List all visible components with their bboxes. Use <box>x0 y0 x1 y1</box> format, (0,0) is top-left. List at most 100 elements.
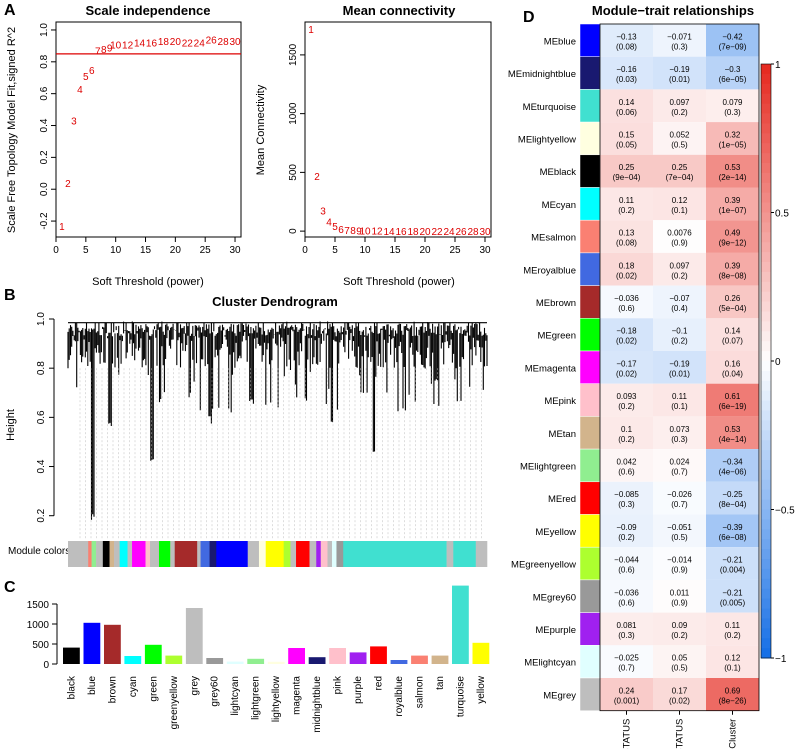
scale-independence-title: Scale independence <box>86 3 211 18</box>
bar-category-label: blue <box>87 676 98 695</box>
colorbar-segment <box>761 281 771 293</box>
module-color-segment <box>336 541 344 567</box>
heatmap-cell-value: 0.53 <box>725 425 741 434</box>
bar-category-label: purple <box>353 676 364 704</box>
heatmap-cell-value: −0.044 <box>614 556 639 565</box>
colorbar-segment <box>761 182 771 194</box>
heatmap-cell-pvalue: (0.7) <box>618 664 635 673</box>
module-size-bar <box>267 661 285 664</box>
scale-independence-ylabel: Scale Free Topology Model Fit,signed R^2 <box>6 27 18 233</box>
heatmap-cell-pvalue: (8e−08) <box>719 271 747 280</box>
dendrogram-ytick-label: 1.0 <box>36 312 47 326</box>
module-color-swatch <box>579 252 601 286</box>
colorbar-segment <box>761 529 771 540</box>
heatmap-cell-value: 0.17 <box>672 686 688 695</box>
scale-independence-point: 30 <box>229 37 241 48</box>
heatmap-cell-pvalue: (5e−04) <box>719 304 747 313</box>
heatmap-row-label: MEbrown <box>536 298 576 309</box>
module-size-bar <box>226 661 244 664</box>
heatmap-cell <box>706 449 759 482</box>
colorbar-segment <box>761 172 771 184</box>
heatmap-cell-pvalue: (1e−07) <box>719 206 747 215</box>
module-size-bar <box>452 585 469 664</box>
mean-connectivity-point: 22 <box>431 227 443 238</box>
heatmap-cell-value: 0.24 <box>619 686 635 695</box>
mean-connectivity-frame <box>304 21 492 238</box>
mean-connectivity-xtick-label: 25 <box>449 245 461 256</box>
colorbar-segment <box>761 598 771 609</box>
module-color-segment <box>68 541 89 567</box>
colorbar-segment <box>761 351 771 362</box>
colorbar-segment <box>761 479 771 491</box>
heatmap-cell-value: −0.036 <box>614 588 639 597</box>
heatmap-cell <box>706 220 759 253</box>
scale-independence-xtick-label: 10 <box>110 245 122 256</box>
mean-connectivity-point: 30 <box>479 227 491 238</box>
module-size-bar <box>288 648 305 664</box>
scale-independence-frame <box>55 21 242 238</box>
module-color-swatch <box>579 89 601 123</box>
colorbar-segment <box>761 400 771 411</box>
mean-connectivity-xlabel: Soft Threshold (power) <box>343 276 455 288</box>
module-color-swatch <box>579 612 601 646</box>
dendrogram-ytick-label: 0.4 <box>36 459 47 473</box>
panel-label-c: C <box>4 579 16 596</box>
heatmap-cell-value: −0.025 <box>614 654 639 663</box>
module-color-segment <box>327 541 333 567</box>
heatmap-cell <box>653 416 706 450</box>
module-size-bar <box>144 644 162 664</box>
heatmap-cell-value: 0.61 <box>725 392 741 401</box>
scale-independence-ytick-label: 0.8 <box>39 54 50 68</box>
heatmap-row-label: MEgreen <box>537 331 576 342</box>
module-size-barplot: 0 500 1000 1500 black blue brown cyan green gree… <box>27 585 490 733</box>
scale-independence-ytick-label: -0.2 <box>39 212 50 230</box>
heatmap-cell-value: −0.09 <box>616 523 637 532</box>
scale-independence-ytick-label: 1.0 <box>39 23 50 37</box>
scale-independence-ytick-label: 0.0 <box>39 182 50 196</box>
colorbar-segment <box>761 410 771 421</box>
scale-independence-point: 1 <box>59 222 65 233</box>
heatmap-column-label: PFS_STATUS <box>675 719 686 749</box>
bar-category-label: yellow <box>476 675 487 704</box>
colorbar-segment <box>761 578 771 590</box>
heatmap-cell-pvalue: (0.6) <box>618 467 635 476</box>
heatmap-cell-value: 0.1 <box>621 425 633 434</box>
bar-category-label: green <box>148 676 159 702</box>
heatmap-cell <box>653 579 706 613</box>
heatmap-cell-value: −0.21 <box>722 556 743 565</box>
scale-independence-ytick-label: 0.6 <box>39 86 50 100</box>
module-colors-label: Module colors <box>8 546 70 557</box>
heatmap-cell-pvalue: (0.6) <box>618 566 635 575</box>
scale-independence-point: 8 <box>101 45 107 56</box>
module-color-segment <box>88 541 92 567</box>
module-size-bar <box>124 656 142 664</box>
heatmap-cell-pvalue: (0.3) <box>671 435 688 444</box>
mean-connectivity-point: 20 <box>419 227 431 238</box>
mean-connectivity-xtick-label: 20 <box>419 245 431 256</box>
dendrogram-branches <box>67 321 488 520</box>
colorbar-segment <box>761 390 771 402</box>
scale-independence-point: 24 <box>194 39 206 50</box>
heatmap-row-label: MEyellow <box>535 527 576 538</box>
heatmap-row-label: MEmidnightblue <box>508 69 576 80</box>
module-color-swatch <box>579 219 601 254</box>
colorbar-segment <box>761 638 771 649</box>
heatmap-cell-pvalue: (4e−06) <box>719 467 747 476</box>
module-color-segment <box>316 541 322 567</box>
bar-category-label: greenyellow <box>169 675 180 729</box>
heatmap-cell <box>600 154 653 188</box>
module-color-swatch <box>579 285 601 319</box>
mean-connectivity-ytick-label: 1000 <box>288 102 299 125</box>
heatmap-cell-pvalue: (1e−05) <box>719 140 747 149</box>
heatmap-row-label: MEgrey60 <box>533 592 576 603</box>
heatmap-row-label: MElightyellow <box>518 134 576 145</box>
heatmap-cell-value: 0.14 <box>619 98 635 107</box>
heatmap-cell <box>706 416 759 450</box>
cluster-dendrogram-plot: Cluster Dendrogram Height 0.2 0.4 0.6 0.8 1.… <box>5 294 488 567</box>
bar-ytick-label: 1000 <box>27 620 50 631</box>
heatmap-cell-value: −0.13 <box>616 32 637 41</box>
module-color-segment <box>174 541 198 567</box>
bar-category-label: black <box>66 675 77 699</box>
heatmap-cell-value: −0.085 <box>614 490 639 499</box>
mean-connectivity-point: 7 <box>344 226 350 237</box>
